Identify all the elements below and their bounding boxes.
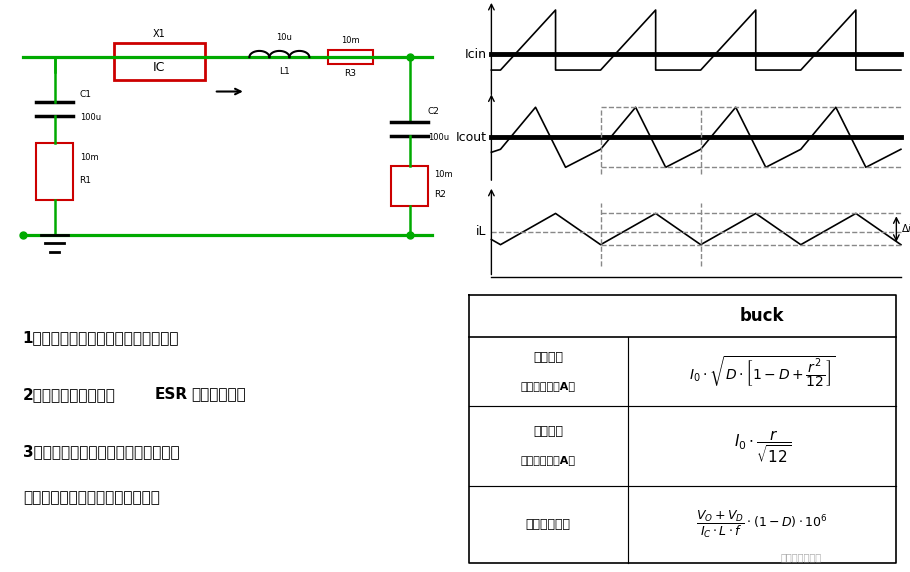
Text: R3: R3: [344, 69, 357, 78]
Text: 上产生损耗；: 上产生损耗；: [191, 387, 246, 402]
Text: IC: IC: [153, 61, 166, 74]
Text: Icout: Icout: [456, 131, 487, 144]
Text: 100u: 100u: [428, 133, 449, 142]
Text: iL: iL: [476, 225, 487, 238]
Text: $I_0 \cdot \sqrt{D \cdot \left[1-D+\dfrac{r^2}{12}\right]}$: $I_0 \cdot \sqrt{D \cdot \left[1-D+\dfra…: [689, 355, 835, 389]
Text: 电流纹波系数: 电流纹波系数: [526, 518, 571, 531]
Text: C2: C2: [428, 108, 440, 116]
Text: 2、纹波电流会在电容: 2、纹波电流会在电容: [23, 387, 116, 402]
Text: R2: R2: [435, 190, 447, 199]
Text: $\Delta i_L$: $\Delta i_L$: [901, 222, 910, 236]
Text: 电源研发精英圈: 电源研发精英圈: [780, 553, 822, 562]
Bar: [36, 143, 73, 200]
Text: L1: L1: [279, 67, 289, 76]
Text: buck: buck: [740, 307, 784, 325]
Text: 电流有效值（A）: 电流有效值（A）: [521, 455, 576, 466]
Text: 电流有效值（A）: 电流有效值（A）: [521, 381, 576, 391]
Text: 10u: 10u: [277, 33, 292, 42]
Bar: [114, 43, 205, 80]
Text: 10m: 10m: [80, 153, 98, 162]
Text: 100u: 100u: [80, 113, 101, 122]
Bar: [391, 166, 428, 206]
Text: 输出电容: 输出电容: [533, 426, 563, 438]
Text: ESR: ESR: [155, 387, 187, 402]
Text: C1: C1: [80, 90, 92, 99]
Bar: [328, 50, 373, 65]
Text: R1: R1: [80, 176, 92, 185]
Text: $\dfrac{V_O + V_D}{I_C \cdot L \cdot f} \cdot (1-D) \cdot 10^6$: $\dfrac{V_O + V_D}{I_C \cdot L \cdot f} …: [696, 509, 828, 541]
Text: 波，减小有效值电流，改善效率。: 波，减小有效值电流，改善效率。: [23, 490, 159, 505]
Text: 3、适当增加电感值，可以降低电流纹: 3、适当增加电感值，可以降低电流纹: [23, 444, 179, 459]
Text: 10m: 10m: [435, 170, 453, 179]
Text: 10m: 10m: [341, 36, 359, 45]
Text: 1、电感会产生磁芯损耗和绕组铜损；: 1、电感会产生磁芯损耗和绕组铜损；: [23, 330, 179, 345]
Text: 输入电容: 输入电容: [533, 351, 563, 364]
Text: $I_0 \cdot \dfrac{r}{\sqrt{12}}$: $I_0 \cdot \dfrac{r}{\sqrt{12}}$: [733, 428, 791, 464]
Text: Icin: Icin: [465, 48, 487, 61]
Text: X1: X1: [153, 29, 166, 39]
